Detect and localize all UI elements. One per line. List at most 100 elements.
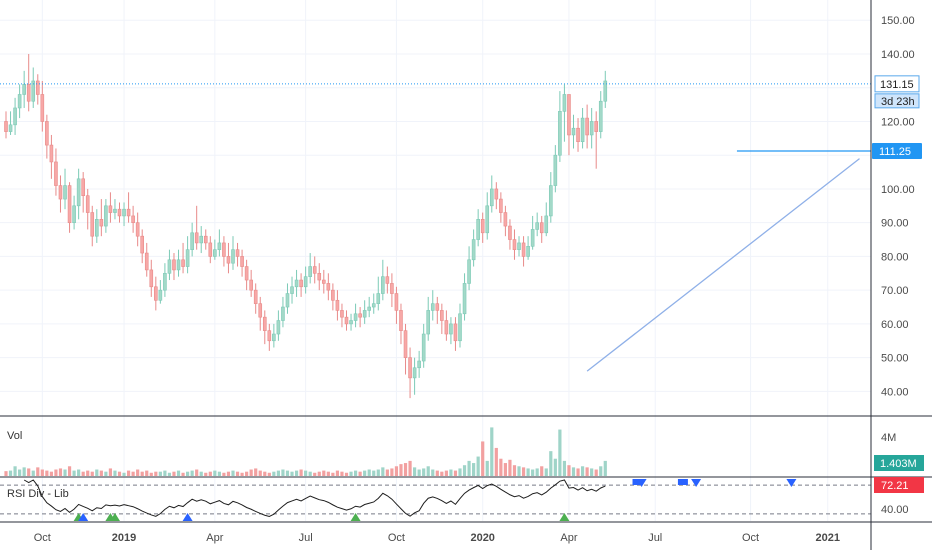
volume-bar [235, 471, 240, 476]
volume-bar [276, 470, 280, 476]
volume-bar [562, 460, 567, 476]
candle-body [571, 127, 576, 136]
candle-body [285, 293, 290, 308]
candle [203, 229, 208, 250]
candle [399, 303, 403, 345]
volume-bar [381, 467, 385, 476]
candle [154, 276, 158, 311]
volume-bar [208, 471, 212, 476]
candle-body [303, 276, 308, 288]
candle-body [326, 283, 331, 291]
time-tick-label: 2019 [112, 532, 136, 544]
candle [54, 148, 58, 196]
volume-label: Vol [7, 430, 22, 442]
candle [340, 303, 344, 328]
candle [521, 236, 526, 267]
candle-body [31, 80, 36, 102]
candle-body [244, 266, 249, 281]
candle [272, 323, 276, 348]
candle-body [267, 330, 272, 342]
candle-body [535, 222, 539, 230]
candle-body [226, 256, 231, 264]
candle [113, 199, 117, 220]
candle [262, 310, 267, 345]
candle [476, 209, 480, 247]
volume-bar [304, 470, 308, 476]
candle-body [390, 283, 394, 294]
volume-bar [136, 469, 140, 476]
candle-body [558, 111, 562, 156]
rsi-line [23, 479, 606, 518]
rsi-label: RSI Div - Lib [7, 488, 69, 500]
candle-body [317, 272, 322, 281]
candle [222, 236, 226, 267]
candle [385, 266, 390, 294]
candle [426, 296, 431, 341]
volume-bar [90, 471, 94, 476]
volume-bar [603, 460, 607, 476]
rsi-axis-label: 40.00 [881, 504, 909, 516]
candle [190, 222, 194, 257]
candle [371, 293, 376, 314]
volume-badge: 1.403M [874, 455, 924, 471]
badge-layer: 131.15 3d 23h 111.25 1.403M 72.21 [872, 75, 924, 493]
candle [553, 145, 558, 193]
candle-body [117, 208, 122, 217]
candle [312, 256, 317, 284]
bullish-divergence-marker [182, 513, 193, 521]
volume-bar [299, 469, 303, 476]
candle [249, 269, 253, 297]
volume-bar [181, 472, 185, 476]
volume-bar [140, 471, 144, 476]
candle [285, 283, 290, 314]
volume-bar [367, 469, 371, 476]
candle-body [435, 303, 440, 311]
price-tick-label: 120.00 [881, 116, 915, 128]
volume-bar [453, 470, 458, 476]
candle-body [85, 195, 90, 213]
candle-body [290, 286, 294, 294]
volume-bar [172, 471, 176, 476]
volume-bar [353, 470, 358, 476]
candle [485, 192, 490, 240]
candle [208, 236, 213, 264]
candle [45, 114, 49, 159]
candle-body [467, 259, 471, 284]
candle [435, 296, 440, 324]
candle [349, 313, 353, 331]
candle-body [194, 232, 199, 244]
volume-bar [167, 472, 172, 476]
candle [294, 269, 299, 297]
volume-bar [521, 467, 526, 476]
volume-bar [467, 460, 471, 476]
volume-bar [95, 469, 99, 476]
candle-body [76, 178, 81, 207]
candle-body [99, 219, 104, 227]
candle [335, 290, 340, 321]
volume-bar [340, 471, 344, 476]
candle [31, 67, 36, 108]
volume-bar [285, 470, 290, 476]
candle [172, 253, 176, 281]
volume-bar [403, 463, 408, 476]
candle-body [281, 306, 285, 321]
candle [353, 303, 358, 328]
volume-bar [163, 470, 167, 476]
candle [81, 172, 85, 213]
candle-body [108, 205, 113, 213]
volume-bar [104, 471, 108, 476]
candle-body [262, 316, 267, 331]
candle-body [217, 242, 222, 250]
volume-bar [190, 470, 194, 476]
price-tick-label: 80.00 [881, 251, 909, 263]
candle [494, 182, 499, 210]
candle [508, 219, 512, 250]
volume-bar [13, 466, 17, 476]
candle [526, 236, 530, 260]
volume-bar [558, 429, 562, 476]
volume-bar [313, 472, 317, 476]
candle-body [394, 293, 399, 311]
candle [117, 202, 122, 223]
